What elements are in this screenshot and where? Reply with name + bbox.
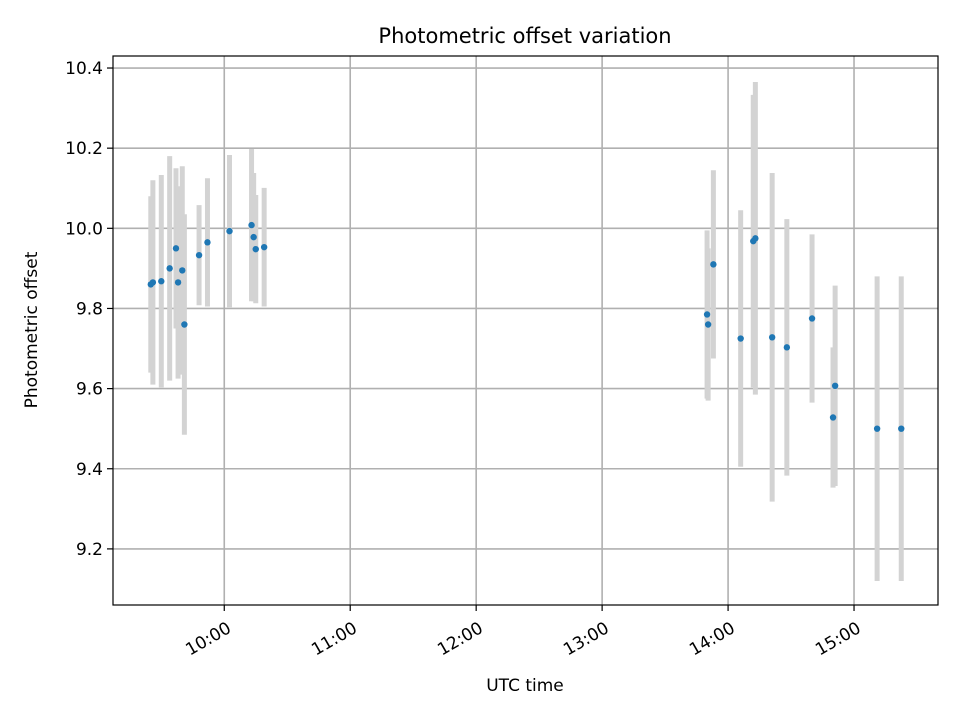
data-point <box>252 245 259 253</box>
y-tick-label: 9.2 <box>76 540 103 560</box>
y-tick-label: 10.0 <box>65 219 103 239</box>
data-point <box>260 243 268 251</box>
data-point <box>768 334 776 341</box>
data-point <box>783 344 791 351</box>
data-point <box>172 245 180 252</box>
data-point <box>248 221 255 229</box>
data-point <box>204 239 211 246</box>
chart-title: Photometric offset variation <box>378 24 671 48</box>
data-point <box>181 321 188 328</box>
data-point <box>752 235 759 242</box>
data-point <box>808 315 816 322</box>
y-tick-label: 9.4 <box>76 460 103 480</box>
y-tick-label: 10.4 <box>65 59 103 79</box>
y-tick-label: 9.6 <box>76 380 103 400</box>
data-point <box>873 425 881 432</box>
data-point <box>710 261 717 268</box>
data-point <box>250 233 257 241</box>
data-point <box>166 265 173 272</box>
data-point <box>149 279 157 286</box>
data-point <box>703 311 711 318</box>
data-point <box>898 425 905 432</box>
data-point <box>158 278 165 285</box>
data-point <box>179 267 186 274</box>
plot-frame <box>112 55 939 606</box>
data-point <box>174 279 182 286</box>
x-axis-label: UTC time <box>486 676 564 696</box>
data-point <box>737 335 744 342</box>
data-point <box>226 227 233 235</box>
data-point <box>704 321 712 328</box>
data-points <box>147 221 905 432</box>
y-tick-label: 10.2 <box>65 139 103 159</box>
y-axis-label: Photometric offset <box>22 251 42 408</box>
y-tick-label: 9.8 <box>76 299 103 319</box>
data-point <box>829 414 837 421</box>
data-point <box>831 382 839 390</box>
data-point <box>195 251 203 259</box>
